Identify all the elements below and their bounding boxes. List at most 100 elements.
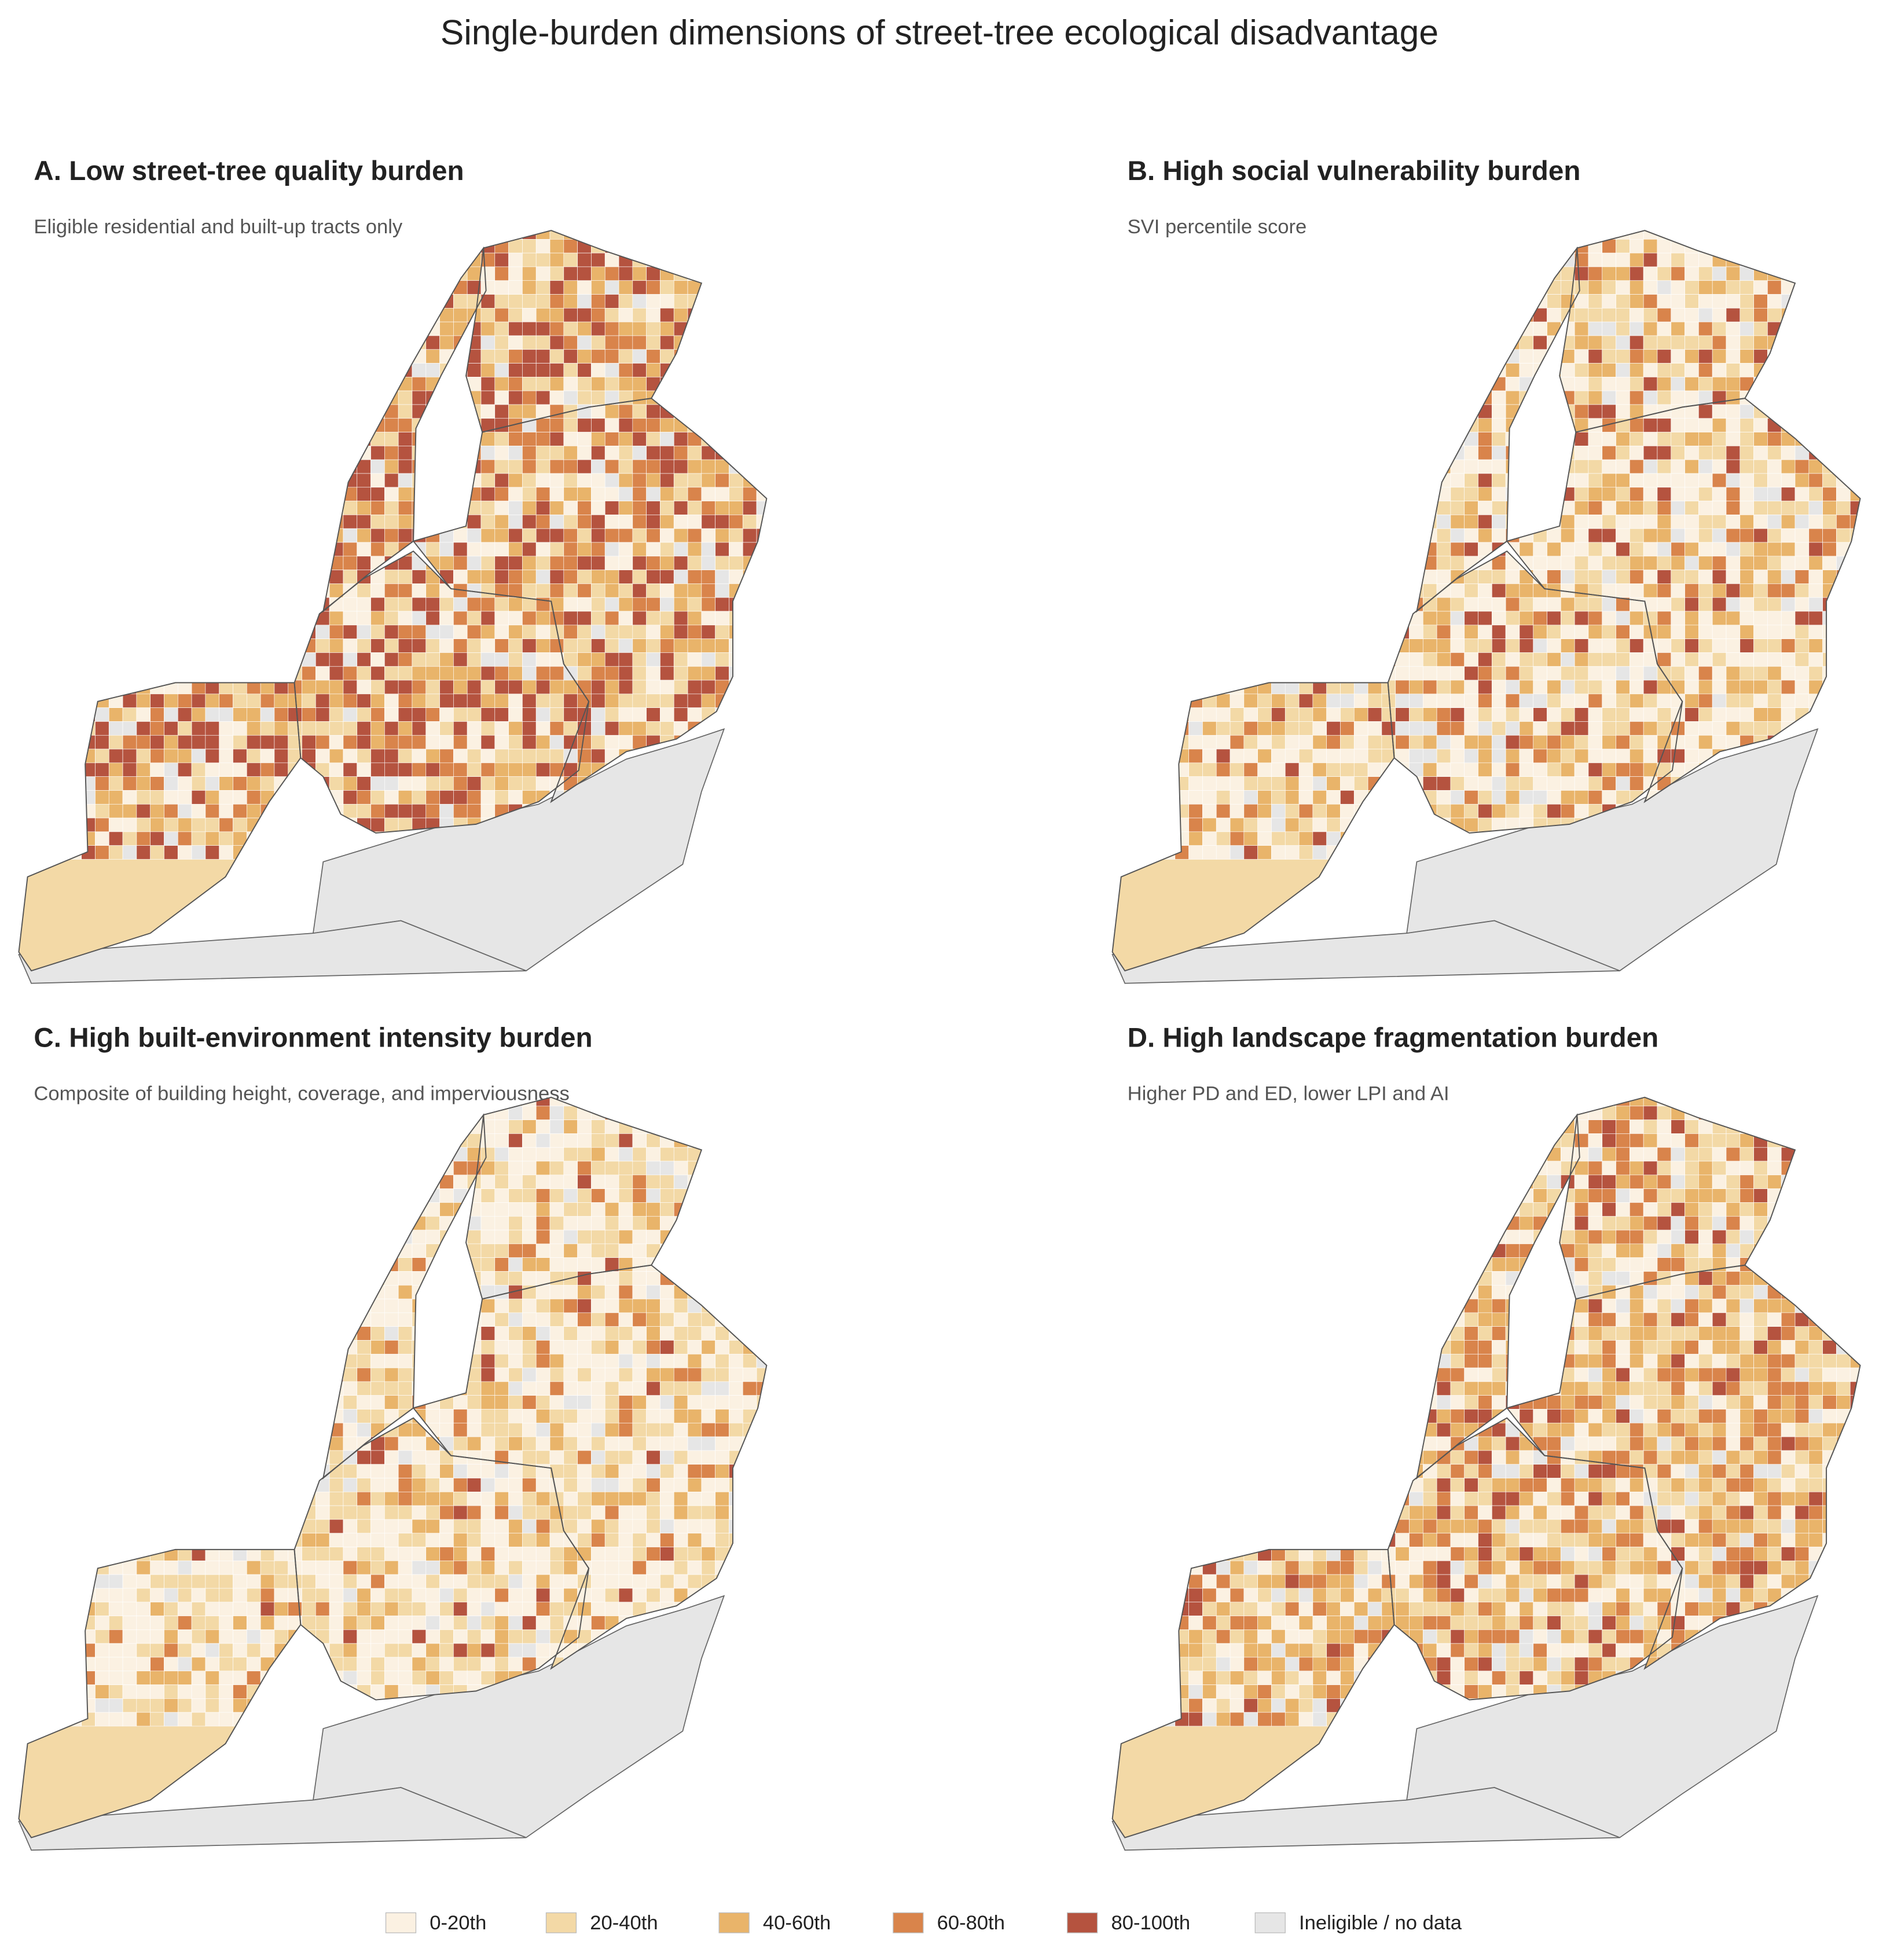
tract xyxy=(453,238,468,254)
tract xyxy=(1602,735,1616,750)
tract xyxy=(1381,230,1396,240)
tract xyxy=(1808,556,1823,570)
tract xyxy=(1698,404,1713,419)
tract xyxy=(1491,748,1506,764)
tract xyxy=(632,404,647,419)
tract xyxy=(67,652,82,667)
tract xyxy=(219,556,233,570)
tract xyxy=(1505,252,1520,267)
tract xyxy=(1657,266,1672,281)
tract xyxy=(260,597,275,612)
tract xyxy=(1367,693,1382,708)
tract xyxy=(508,748,523,764)
tract xyxy=(1202,321,1217,336)
tract xyxy=(480,625,496,639)
tract xyxy=(632,556,647,570)
tract xyxy=(177,266,192,281)
tract xyxy=(742,652,757,667)
tract xyxy=(95,349,109,364)
tract xyxy=(370,597,385,612)
tract xyxy=(618,321,633,336)
tract xyxy=(1753,459,1768,474)
tract xyxy=(108,762,123,777)
tract xyxy=(150,556,164,570)
tract xyxy=(480,570,496,584)
tract xyxy=(398,515,413,529)
tract xyxy=(1367,817,1382,832)
tract xyxy=(1271,280,1286,295)
tract xyxy=(343,638,358,653)
tract xyxy=(205,377,220,391)
tract xyxy=(1120,652,1134,667)
tract xyxy=(1753,583,1768,598)
tract xyxy=(1822,666,1837,681)
tract xyxy=(343,597,358,612)
tract xyxy=(274,707,289,722)
tract xyxy=(646,515,660,529)
tract xyxy=(164,625,178,639)
tract xyxy=(150,459,164,474)
tract xyxy=(288,432,302,446)
tract xyxy=(1822,404,1837,419)
tract xyxy=(191,363,206,377)
tract xyxy=(1112,238,1120,254)
tract xyxy=(1533,238,1547,254)
tract xyxy=(1739,335,1754,350)
tract xyxy=(53,680,68,695)
tract xyxy=(1161,459,1176,474)
tract xyxy=(439,252,454,267)
tract xyxy=(19,459,27,474)
tract xyxy=(1574,556,1589,570)
tract xyxy=(1243,570,1258,584)
tract xyxy=(756,363,767,377)
tract xyxy=(1175,570,1189,584)
tract xyxy=(1753,625,1768,639)
tract xyxy=(1147,652,1162,667)
tract xyxy=(618,666,633,681)
tract xyxy=(19,762,27,777)
tract xyxy=(315,680,330,695)
tract xyxy=(1712,501,1727,515)
tract xyxy=(1836,404,1851,419)
tract xyxy=(288,473,302,488)
tract xyxy=(1464,321,1478,336)
tract xyxy=(315,335,330,350)
tract xyxy=(1836,335,1851,350)
tract xyxy=(1588,404,1603,419)
tract xyxy=(425,556,440,570)
tract xyxy=(1464,707,1478,722)
tract xyxy=(1836,556,1851,570)
tract xyxy=(1257,266,1272,281)
tract xyxy=(164,390,178,405)
tract xyxy=(439,542,454,557)
tract xyxy=(288,570,302,584)
tract xyxy=(756,735,767,750)
tract xyxy=(1202,404,1217,419)
tract xyxy=(508,308,523,322)
tract xyxy=(191,583,206,598)
tract xyxy=(467,556,482,570)
tract xyxy=(1271,473,1286,488)
tract xyxy=(95,583,109,598)
tract xyxy=(522,693,537,708)
tract xyxy=(1726,528,1741,543)
tract xyxy=(219,735,233,750)
tract xyxy=(1340,721,1355,736)
tract xyxy=(591,487,605,501)
tract xyxy=(425,432,440,446)
tract xyxy=(233,515,247,529)
tract xyxy=(742,294,757,309)
tract xyxy=(1561,542,1575,557)
tract xyxy=(1409,803,1423,818)
tract xyxy=(1739,542,1754,557)
tract xyxy=(1808,693,1823,708)
tract xyxy=(1257,721,1272,736)
tract xyxy=(1822,230,1837,240)
tract xyxy=(563,308,578,322)
tract xyxy=(646,680,660,695)
tract xyxy=(508,625,523,639)
tract xyxy=(67,487,82,501)
tract xyxy=(246,556,261,570)
tract xyxy=(39,487,54,501)
tract xyxy=(660,583,674,598)
